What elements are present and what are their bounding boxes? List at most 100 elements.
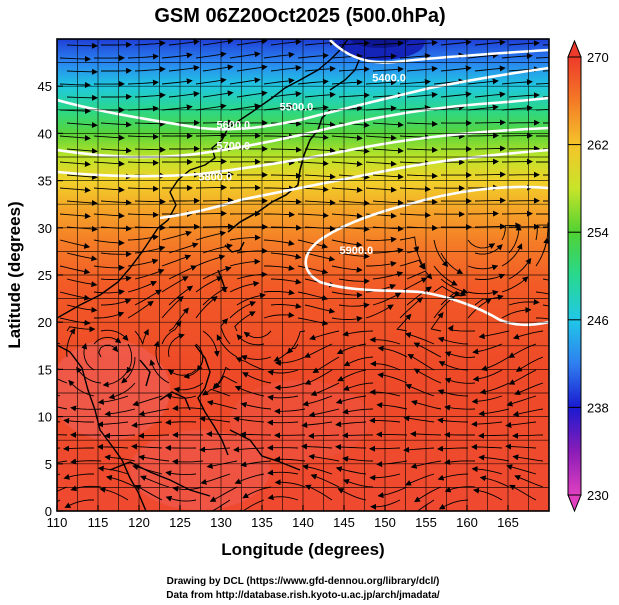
streamline-arrow bbox=[274, 408, 306, 415]
streamline-arrow bbox=[535, 317, 549, 320]
streamline-arrow bbox=[220, 318, 231, 345]
streamline-arrow bbox=[437, 417, 469, 424]
streamline-arrow bbox=[309, 330, 340, 341]
streamline-arrow bbox=[57, 406, 68, 410]
streamline-arrow bbox=[97, 465, 129, 475]
streamline-arrow bbox=[229, 258, 261, 267]
streamline-arrow bbox=[168, 39, 200, 46]
streamline-arrow bbox=[235, 357, 265, 371]
streamline-arrow bbox=[161, 320, 182, 345]
streamline-arrow bbox=[501, 307, 532, 319]
streamline-arrow bbox=[97, 395, 129, 405]
streamline-arrow bbox=[134, 40, 166, 47]
contour-label: 5600.0 bbox=[216, 120, 250, 132]
streamline-arrow bbox=[467, 289, 499, 296]
x-tick-label: 160 bbox=[456, 515, 478, 530]
streamline-arrow bbox=[98, 344, 119, 358]
streamline-arrow bbox=[508, 40, 540, 47]
streamline-arrow bbox=[202, 39, 234, 46]
streamline-arrow bbox=[438, 499, 469, 510]
streamline-arrow bbox=[366, 260, 397, 267]
streamline-arrow bbox=[131, 443, 163, 450]
streamline-arrow bbox=[501, 243, 523, 267]
streamline-arrow bbox=[478, 432, 510, 439]
streamline-arrow bbox=[134, 120, 166, 127]
streamline-arrow bbox=[63, 445, 94, 452]
streamline-arrow bbox=[437, 389, 469, 397]
streamline-arrow bbox=[93, 186, 125, 193]
streamline-arrow bbox=[168, 91, 200, 98]
streamline-arrow bbox=[514, 382, 544, 396]
streamline-arrow bbox=[331, 265, 363, 273]
streamline-arrow bbox=[308, 453, 340, 462]
streamline-arrow bbox=[372, 199, 404, 206]
streamline-arrow bbox=[202, 64, 234, 72]
streamline-arrow bbox=[100, 298, 132, 306]
streamline-arrow bbox=[399, 79, 431, 85]
streamline-arrow bbox=[100, 275, 132, 282]
streamline-arrow bbox=[467, 298, 492, 319]
streamline-arrow bbox=[214, 375, 238, 390]
x-tick-label: 145 bbox=[333, 515, 355, 530]
streamline-arrow bbox=[209, 486, 238, 502]
streamline-arrow bbox=[127, 211, 159, 218]
streamline-arrow bbox=[399, 212, 431, 219]
y-tick-label: 35 bbox=[38, 174, 52, 189]
streamline-arrow bbox=[202, 119, 234, 126]
coastlines bbox=[57, 39, 361, 511]
y-tick-label: 0 bbox=[45, 504, 52, 519]
streamline-arrow bbox=[216, 334, 238, 358]
streamline-arrow bbox=[264, 211, 295, 218]
streamline-arrow bbox=[535, 57, 549, 59]
streamline-arrow bbox=[63, 417, 94, 424]
streamline-arrow bbox=[273, 343, 299, 362]
streamline-arrow bbox=[479, 475, 510, 488]
streamline-arrow bbox=[206, 431, 238, 437]
streamline-arrow bbox=[474, 39, 506, 46]
streamline-arrow bbox=[100, 199, 132, 206]
streamline-arrow bbox=[131, 421, 163, 428]
streamline-arrow bbox=[240, 431, 272, 438]
streamline-arrow bbox=[505, 443, 537, 450]
streamline-arrow bbox=[126, 343, 133, 374]
streamline-arrow bbox=[270, 278, 302, 285]
streamline-arrow bbox=[93, 264, 125, 271]
colorbar-tick-label: 246 bbox=[587, 313, 609, 328]
streamline-arrow bbox=[444, 377, 476, 384]
streamline-arrow bbox=[100, 251, 132, 258]
streamline-arrow bbox=[206, 399, 238, 410]
streamline-arrow bbox=[59, 82, 91, 88]
streamline-arrow bbox=[365, 236, 397, 243]
streamline-arrow bbox=[195, 276, 223, 293]
streamline-arrow bbox=[372, 247, 404, 254]
streamline-arrow bbox=[501, 222, 522, 241]
streamline-arrow bbox=[167, 333, 185, 358]
x-tick-label: 125 bbox=[169, 515, 191, 530]
streamline-arrow bbox=[478, 454, 510, 462]
streamline-arrow bbox=[414, 486, 442, 503]
streamline-arrow bbox=[57, 473, 61, 476]
streamline-arrow bbox=[93, 212, 125, 219]
streamline-arrow bbox=[440, 39, 472, 46]
streamline-arrow bbox=[440, 91, 472, 98]
streamline-arrow bbox=[342, 408, 374, 415]
streamline-arrow bbox=[233, 446, 265, 453]
y-tick-label: 25 bbox=[38, 268, 52, 283]
streamline-arrow bbox=[240, 401, 272, 410]
streamline-arrow bbox=[444, 351, 476, 358]
streamline-arrow bbox=[127, 79, 159, 86]
streamline-arrow bbox=[501, 79, 533, 85]
streamline-arrow bbox=[331, 134, 363, 141]
streamline-arrow bbox=[308, 432, 340, 439]
streamline-arrow bbox=[168, 307, 189, 332]
streamline-arrow bbox=[335, 421, 367, 428]
streamline-arrow bbox=[473, 487, 503, 501]
streamline-arrow bbox=[365, 160, 397, 167]
streamline-arrow bbox=[331, 186, 363, 193]
streamline-arrow bbox=[240, 460, 272, 468]
y-tick-label: 30 bbox=[38, 221, 52, 236]
streamline-arrow bbox=[304, 91, 336, 98]
streamline-arrow bbox=[229, 234, 261, 241]
streamline-arrow bbox=[467, 210, 499, 217]
